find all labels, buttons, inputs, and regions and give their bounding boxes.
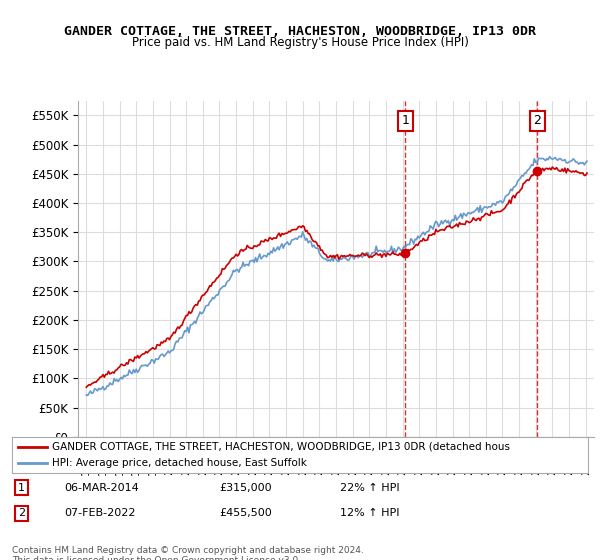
- Text: 07-FEB-2022: 07-FEB-2022: [64, 508, 136, 519]
- Text: HPI: Average price, detached house, East Suffolk: HPI: Average price, detached house, East…: [52, 458, 307, 468]
- Text: 22% ↑ HPI: 22% ↑ HPI: [340, 483, 400, 493]
- Text: 06-MAR-2014: 06-MAR-2014: [64, 483, 139, 493]
- Text: Contains HM Land Registry data © Crown copyright and database right 2024.
This d: Contains HM Land Registry data © Crown c…: [12, 546, 364, 560]
- Text: GANDER COTTAGE, THE STREET, HACHESTON, WOODBRIDGE, IP13 0DR: GANDER COTTAGE, THE STREET, HACHESTON, W…: [64, 25, 536, 38]
- Text: £455,500: £455,500: [220, 508, 272, 519]
- Text: 12% ↑ HPI: 12% ↑ HPI: [340, 508, 400, 519]
- Text: 1: 1: [401, 114, 409, 128]
- Text: 1: 1: [18, 483, 25, 493]
- Text: 2: 2: [533, 114, 541, 128]
- Text: 2: 2: [18, 508, 25, 519]
- Text: Price paid vs. HM Land Registry's House Price Index (HPI): Price paid vs. HM Land Registry's House …: [131, 36, 469, 49]
- Text: £315,000: £315,000: [220, 483, 272, 493]
- Text: GANDER COTTAGE, THE STREET, HACHESTON, WOODBRIDGE, IP13 0DR (detached hous: GANDER COTTAGE, THE STREET, HACHESTON, W…: [52, 442, 511, 452]
